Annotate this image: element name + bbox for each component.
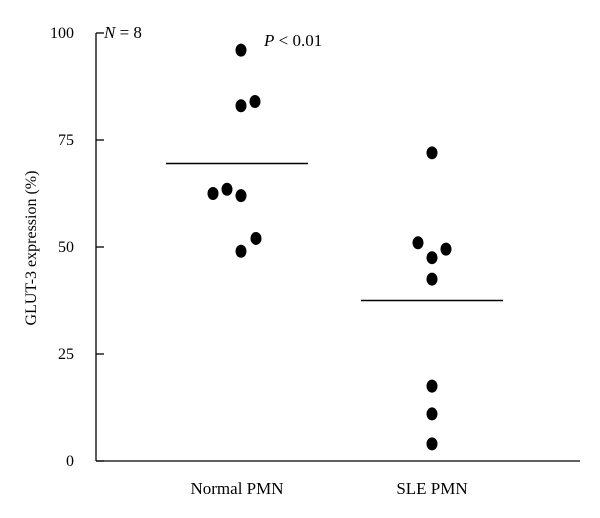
data-points — [207, 43, 452, 451]
data-point — [426, 407, 438, 421]
n-value: = 8 — [115, 23, 142, 42]
data-point — [235, 244, 247, 258]
data-point — [426, 437, 438, 451]
data-point — [235, 99, 247, 113]
y-tick-label: 100 — [50, 25, 74, 42]
data-point — [207, 187, 219, 200]
data-point — [440, 242, 452, 256]
mean-lines — [166, 162, 503, 302]
p-symbol: P — [263, 31, 274, 50]
y-tick-label: 0 — [66, 453, 74, 470]
data-point — [426, 251, 438, 265]
x-category-label: Normal PMN — [190, 479, 283, 498]
y-tick-label: 75 — [58, 132, 74, 149]
axes — [95, 33, 580, 462]
p-value: < 0.01 — [274, 31, 322, 50]
data-point — [221, 182, 233, 196]
y-tick-label: 25 — [58, 346, 74, 363]
y-ticks: 0 25 50 75 100 — [50, 25, 104, 470]
n-symbol: N — [103, 23, 117, 42]
data-point — [235, 189, 247, 203]
category-labels: Normal PMN SLE PMN — [190, 479, 467, 498]
data-point — [412, 236, 424, 250]
y-axis-label: GLUT-3 expression (%) — [23, 171, 40, 326]
data-point — [235, 43, 247, 57]
data-point — [250, 231, 262, 245]
data-point — [426, 146, 438, 160]
data-point — [426, 379, 438, 393]
n-annotation: N = 8 — [103, 23, 142, 42]
p-value-annotation: P < 0.01 — [263, 31, 322, 50]
x-category-label: SLE PMN — [396, 479, 467, 498]
data-point — [426, 272, 438, 286]
data-point — [249, 94, 261, 108]
y-tick-label: 50 — [58, 239, 74, 256]
